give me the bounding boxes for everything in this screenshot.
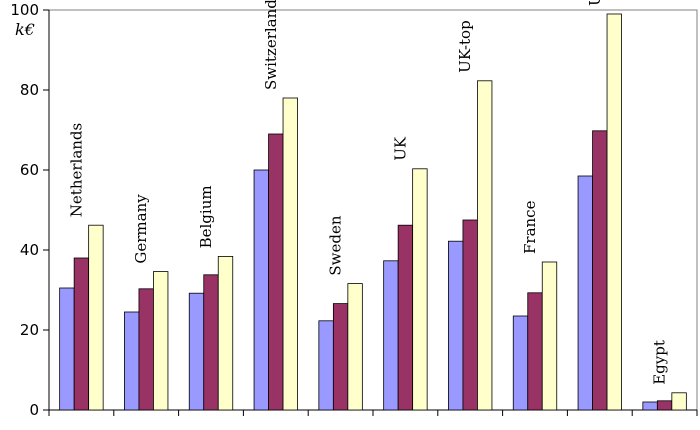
y-tick-label: 40 <box>20 241 39 259</box>
bar <box>671 392 687 411</box>
category-label: Belgium <box>197 185 215 248</box>
y-tick-label: 80 <box>20 81 39 99</box>
bar <box>268 133 284 411</box>
bar <box>203 274 219 411</box>
y-tick-label: 0 <box>29 401 39 419</box>
bar <box>606 13 622 411</box>
bar <box>217 255 234 411</box>
y-tick-label: 60 <box>20 161 39 179</box>
category-label: UK-top <box>456 20 474 73</box>
bar <box>448 240 464 411</box>
bar <box>59 287 75 411</box>
bar <box>347 283 363 411</box>
bar <box>124 311 140 411</box>
bar <box>527 292 543 411</box>
bar <box>642 401 658 411</box>
bar <box>88 224 104 411</box>
category-label: France <box>521 200 539 254</box>
category-label: USA <box>586 0 604 6</box>
bars <box>59 13 687 411</box>
bar <box>73 257 90 411</box>
bar <box>188 292 205 411</box>
y-axis-label: k€ <box>15 20 35 39</box>
category-label: Germany <box>132 194 150 264</box>
bar <box>383 260 399 411</box>
category-label: UK <box>391 136 409 161</box>
bar <box>138 288 154 411</box>
bar <box>318 320 334 411</box>
y-tick-label: 20 <box>20 321 39 339</box>
bar <box>332 303 349 411</box>
bar <box>397 224 414 411</box>
bar <box>412 168 428 411</box>
y-axis: 0 20 40 60 80 100 <box>10 1 698 419</box>
bar <box>512 315 529 411</box>
bar <box>153 271 169 411</box>
bar <box>282 97 298 411</box>
category-label: Switzerland <box>262 0 280 90</box>
bar <box>656 400 673 411</box>
y-tick-label: 100 <box>10 1 39 19</box>
category-label: Egypt <box>651 340 669 385</box>
bar <box>592 130 608 411</box>
bar <box>462 219 478 411</box>
bar <box>577 175 593 411</box>
bar <box>477 80 493 411</box>
bar <box>253 169 269 411</box>
category-label: Sweden <box>327 215 345 275</box>
bar <box>541 261 558 411</box>
category-label: Netherlands <box>67 123 85 217</box>
category-labels: Netherlands Germany Belgium Switzerland Swed… <box>67 0 668 385</box>
